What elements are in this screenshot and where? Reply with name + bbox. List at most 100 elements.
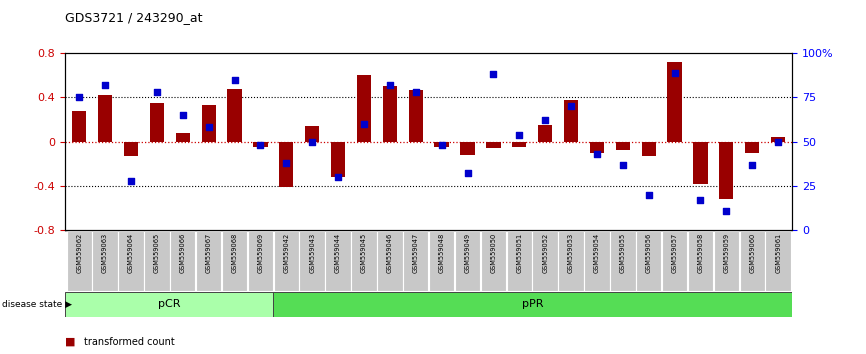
Point [72, 95, 86, 100]
Bar [507, 231, 532, 291]
Bar [383, 86, 397, 142]
Bar [357, 75, 371, 142]
Bar [305, 126, 320, 142]
Point [357, 121, 371, 127]
Text: GSM559043: GSM559043 [309, 233, 315, 273]
Point [772, 139, 785, 144]
Bar [616, 142, 630, 150]
Bar [642, 142, 656, 156]
Point [305, 139, 319, 144]
Bar [352, 231, 377, 291]
Bar [766, 231, 791, 291]
Bar [636, 231, 662, 291]
Text: pCR: pCR [158, 299, 180, 309]
Bar [72, 111, 87, 142]
Point [539, 118, 553, 123]
Bar [435, 142, 449, 147]
Text: GSM559065: GSM559065 [154, 233, 160, 273]
Text: GSM559060: GSM559060 [749, 233, 755, 273]
Text: disease state ▶: disease state ▶ [2, 300, 72, 309]
Point [98, 82, 112, 88]
Point [746, 162, 759, 167]
Text: GSM559052: GSM559052 [542, 233, 548, 273]
Point [642, 192, 656, 198]
Bar [688, 231, 714, 291]
Bar [559, 231, 584, 291]
Bar [196, 231, 222, 291]
Text: GSM559044: GSM559044 [335, 233, 341, 273]
Point [435, 142, 449, 148]
Bar [403, 231, 429, 291]
Bar [538, 125, 553, 142]
Text: GSM559061: GSM559061 [775, 233, 781, 273]
Text: GSM559048: GSM559048 [438, 233, 444, 273]
Text: GSM559064: GSM559064 [128, 233, 134, 273]
Text: GSM559051: GSM559051 [516, 233, 522, 273]
Point [668, 70, 682, 75]
Bar [481, 231, 506, 291]
Bar [740, 231, 765, 291]
Text: GDS3721 / 243290_at: GDS3721 / 243290_at [65, 11, 203, 24]
Point [383, 82, 397, 88]
Point [720, 208, 734, 213]
Bar [170, 231, 196, 291]
Bar [771, 137, 785, 142]
Point [409, 89, 423, 95]
Bar [300, 231, 325, 291]
Bar [65, 292, 273, 317]
Bar [124, 142, 138, 156]
Text: GSM559045: GSM559045 [361, 233, 367, 273]
Bar [273, 292, 792, 317]
Bar [668, 62, 682, 142]
Bar [564, 99, 578, 142]
Bar [745, 142, 759, 153]
Text: GSM559059: GSM559059 [723, 233, 729, 273]
Point [150, 89, 164, 95]
Point [513, 132, 527, 137]
Bar [274, 231, 299, 291]
Point [461, 171, 475, 176]
Text: pPR: pPR [522, 299, 543, 309]
Text: GSM559054: GSM559054 [594, 233, 600, 273]
Point [124, 178, 138, 183]
Text: GSM559053: GSM559053 [568, 233, 574, 273]
Text: GSM559067: GSM559067 [205, 233, 211, 273]
Bar [176, 133, 190, 142]
Bar [378, 231, 403, 291]
Bar [512, 142, 527, 147]
Text: GSM559058: GSM559058 [697, 233, 703, 273]
Bar [222, 231, 247, 291]
Text: GSM559046: GSM559046 [387, 233, 393, 273]
Text: GSM559049: GSM559049 [464, 233, 470, 273]
Bar [228, 88, 242, 142]
Bar [714, 231, 739, 291]
Point [176, 112, 190, 118]
Bar [202, 105, 216, 142]
Bar [144, 231, 170, 291]
Text: ■: ■ [65, 337, 75, 347]
Point [487, 72, 501, 77]
Bar [720, 142, 734, 199]
Bar [694, 142, 708, 184]
Point [331, 174, 345, 180]
Point [202, 125, 216, 130]
Text: GSM559068: GSM559068 [231, 233, 237, 273]
Text: GSM559047: GSM559047 [413, 233, 419, 273]
Text: GSM559063: GSM559063 [102, 233, 108, 273]
Bar [611, 231, 636, 291]
Text: GSM559066: GSM559066 [180, 233, 185, 273]
Point [564, 103, 578, 109]
Bar [533, 231, 558, 291]
Text: GSM559069: GSM559069 [257, 233, 263, 273]
Bar [590, 142, 604, 153]
Point [228, 77, 242, 82]
Text: GSM559057: GSM559057 [672, 233, 677, 273]
Bar [662, 231, 688, 291]
Text: GSM559055: GSM559055 [620, 233, 626, 273]
Bar [67, 231, 92, 291]
Text: GSM559062: GSM559062 [76, 233, 82, 273]
Bar [326, 231, 351, 291]
Bar [331, 142, 346, 177]
Bar [150, 103, 164, 142]
Bar [461, 142, 475, 155]
